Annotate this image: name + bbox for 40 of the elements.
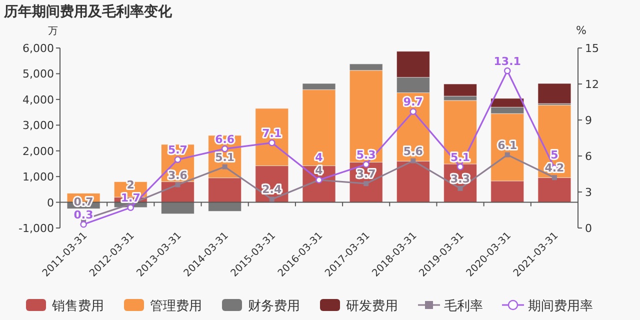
y-tick-label: 4,000 [22, 93, 54, 106]
data-label: 3.7 [356, 168, 376, 181]
data-label: 4 [315, 151, 324, 164]
y2-tick-label: 15 [585, 42, 599, 55]
y2-tick-label: 12 [585, 78, 599, 91]
y2-tick-label: 0 [585, 222, 592, 235]
y2-tick-label: 6 [585, 150, 592, 163]
data-label: 5.7 [168, 144, 188, 157]
y2-tick-label: 9 [585, 114, 592, 127]
data-label: 7.1 [262, 126, 282, 140]
y-tick-label: 6,000 [22, 42, 54, 55]
legend-label: 毛利率 [444, 298, 483, 314]
data-label: 4 [315, 164, 324, 177]
legend-label: 管理费用 [150, 299, 202, 314]
data-label: 5.6 [403, 144, 424, 158]
y-axis-title: 万 [48, 26, 58, 37]
legend-label: 财务费用 [248, 299, 300, 314]
legend-label: 期间费用率 [528, 298, 593, 314]
y-tick-label: 1,000 [22, 170, 54, 184]
data-label: 5.1 [215, 150, 235, 164]
legend-label: 销售费用 [51, 299, 104, 314]
data-label: 2.4 [262, 183, 282, 196]
y-tick-label: 2,000 [22, 144, 54, 158]
data-label: 6.6 [215, 132, 235, 146]
data-label: 3.3 [450, 172, 470, 186]
legend-label: 研发费用 [346, 299, 398, 314]
y-tick-label: 3,000 [22, 119, 54, 132]
data-label: 13.1 [494, 54, 521, 68]
y2-tick-label: 3 [585, 186, 592, 199]
data-label: 0.3 [74, 208, 94, 222]
data-label: 5 [550, 148, 558, 162]
y-tick-label: 0 [47, 196, 54, 210]
y-tick-label: -1,000 [18, 222, 54, 235]
data-label: 2 [126, 178, 134, 192]
y2-axis-title: % [576, 24, 586, 37]
data-label: 6.1 [498, 138, 518, 152]
chart-title: 历年期间费用及毛利率变化 [3, 3, 173, 20]
data-label: 3.6 [168, 168, 188, 182]
data-label: 9.7 [403, 96, 423, 109]
y-tick-label: 5,000 [22, 68, 54, 81]
